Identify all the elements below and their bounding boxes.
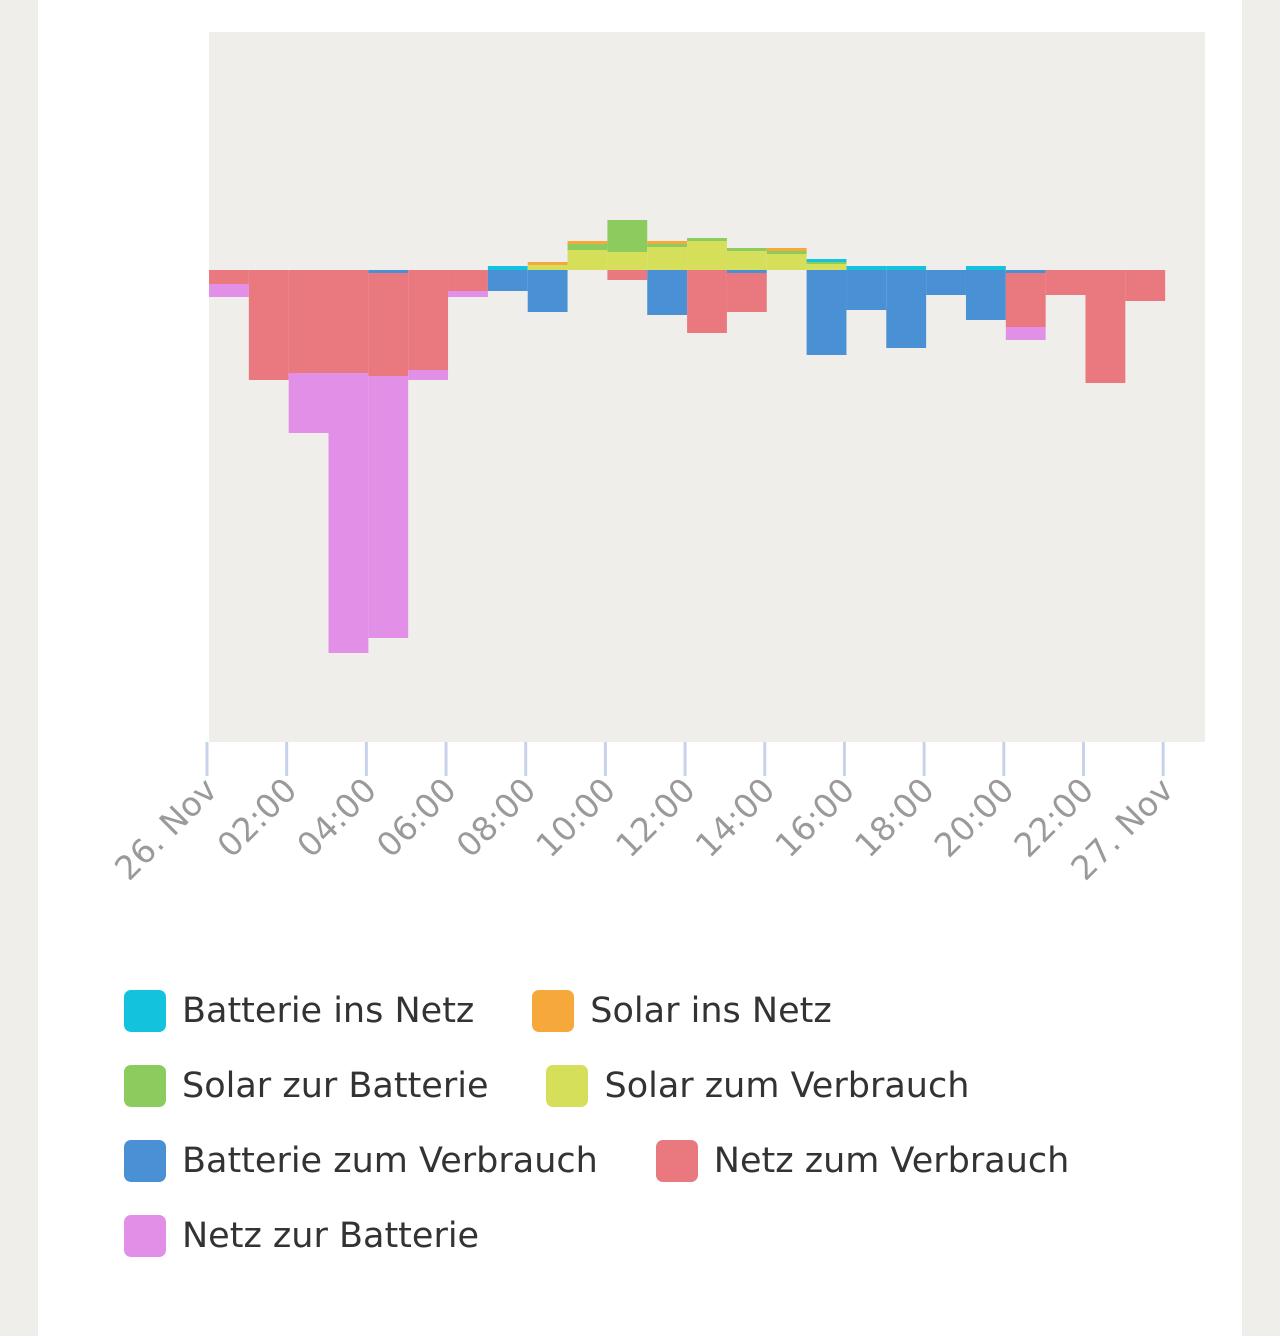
legend-label: Solar zum Verbrauch [604, 1066, 970, 1106]
legend-swatch [124, 1140, 166, 1182]
bar-segment [567, 244, 608, 250]
bar-segment [687, 241, 727, 270]
legend-label: Netz zur Batterie [182, 1216, 480, 1256]
x-tick-label: 04:00 [289, 770, 384, 865]
bar-segment [1125, 270, 1166, 301]
bar-segment [567, 241, 608, 244]
legend-item[interactable]: Solar ins Netz [532, 990, 832, 1032]
bar-segment [726, 248, 767, 251]
bar-segment [806, 259, 847, 262]
legend-item[interactable]: Netz zum Verbrauch [655, 1140, 1070, 1182]
bar-segment [726, 273, 767, 312]
bar-segment [248, 270, 289, 380]
bar-segment [368, 270, 409, 273]
bar-segment [766, 254, 807, 270]
bar-segment [288, 373, 329, 433]
x-tick-label: 18:00 [847, 770, 942, 865]
bar-segment [487, 266, 528, 270]
x-tick-label: 10:00 [528, 770, 623, 865]
legend-item[interactable]: Netz zur Batterie [124, 1215, 479, 1257]
bar-segment [766, 248, 807, 251]
x-tick-label: 12:00 [608, 770, 703, 865]
legend-item[interactable]: Solar zur Batterie [124, 1065, 488, 1107]
legend-label: Batterie ins Netz [182, 991, 475, 1031]
legend-swatch [655, 1140, 698, 1182]
legend-swatch [124, 990, 166, 1032]
bar-segment [687, 270, 727, 333]
bar-segment [886, 270, 927, 348]
bar-segment [806, 264, 847, 270]
legend-swatch [124, 1215, 166, 1257]
legend-item[interactable]: Batterie ins Netz [124, 990, 474, 1032]
bar-segment [408, 370, 449, 380]
bar-segment [1045, 270, 1086, 295]
bar-segment [368, 376, 409, 638]
x-tick-label: 14:00 [688, 770, 783, 865]
bar-segment [846, 270, 887, 310]
bar-segment [328, 373, 369, 653]
bar-segment [607, 270, 648, 280]
bar-segment [567, 250, 608, 270]
legend-swatch [546, 1065, 589, 1107]
legend-swatch [532, 990, 575, 1032]
bar-segment [607, 220, 648, 252]
bar-segment [448, 291, 488, 297]
bar-segment [647, 241, 688, 244]
bar-segment [527, 262, 568, 265]
bar-segment [806, 270, 847, 355]
legend-item[interactable]: Batterie zum Verbrauch [124, 1140, 598, 1182]
bar-segment [726, 270, 767, 273]
bar-segment [647, 270, 688, 315]
bar-segment [846, 266, 887, 270]
bar-segment [209, 270, 249, 284]
bar-segment [647, 247, 688, 270]
legend-swatch [124, 1065, 166, 1107]
bar-segment [527, 270, 568, 312]
x-tick-label: 16:00 [767, 770, 862, 865]
bar-segment [1005, 327, 1046, 340]
x-tick-label: 02:00 [210, 770, 305, 865]
x-tick-label: 20:00 [927, 770, 1022, 865]
bar-segment [726, 251, 767, 270]
legend-label: Batterie zum Verbrauch [182, 1141, 598, 1181]
x-tick-label: 06:00 [369, 770, 464, 865]
legend-label: Solar ins Netz [590, 991, 832, 1031]
bar-segment [209, 284, 249, 297]
legend-label: Solar zur Batterie [182, 1066, 489, 1106]
legend-item[interactable]: Solar zum Verbrauch [546, 1065, 969, 1107]
bar-segment [806, 262, 847, 264]
bar-segment [368, 273, 409, 376]
bar-segment [886, 266, 927, 270]
bar-segment [328, 270, 369, 373]
bar-segment [448, 270, 488, 291]
legend: Batterie ins Netz Solar ins Netz Solar zur… [124, 990, 1124, 1257]
bar-segment [1005, 273, 1046, 327]
legend-label: Netz zum Verbrauch [713, 1141, 1070, 1181]
bar-segment [607, 252, 648, 270]
bar-segment [965, 270, 1006, 320]
bar-segment [408, 270, 449, 370]
bar-segment [1005, 270, 1046, 273]
bar-segment [965, 266, 1006, 270]
x-tick-label: 26. Nov [107, 770, 225, 888]
bar-segment [487, 270, 528, 291]
bar-segment [687, 238, 727, 241]
bar-segment [926, 270, 966, 295]
bar-segment [527, 265, 568, 270]
chart: 26. Nov02:0004:0006:0008:0010:0012:0014:… [107, 32, 1205, 888]
bar-segment [1085, 270, 1126, 383]
bar-segment [288, 270, 329, 373]
bar-segment [647, 244, 688, 247]
bar-segment [766, 251, 807, 254]
x-tick-label: 08:00 [449, 770, 544, 865]
